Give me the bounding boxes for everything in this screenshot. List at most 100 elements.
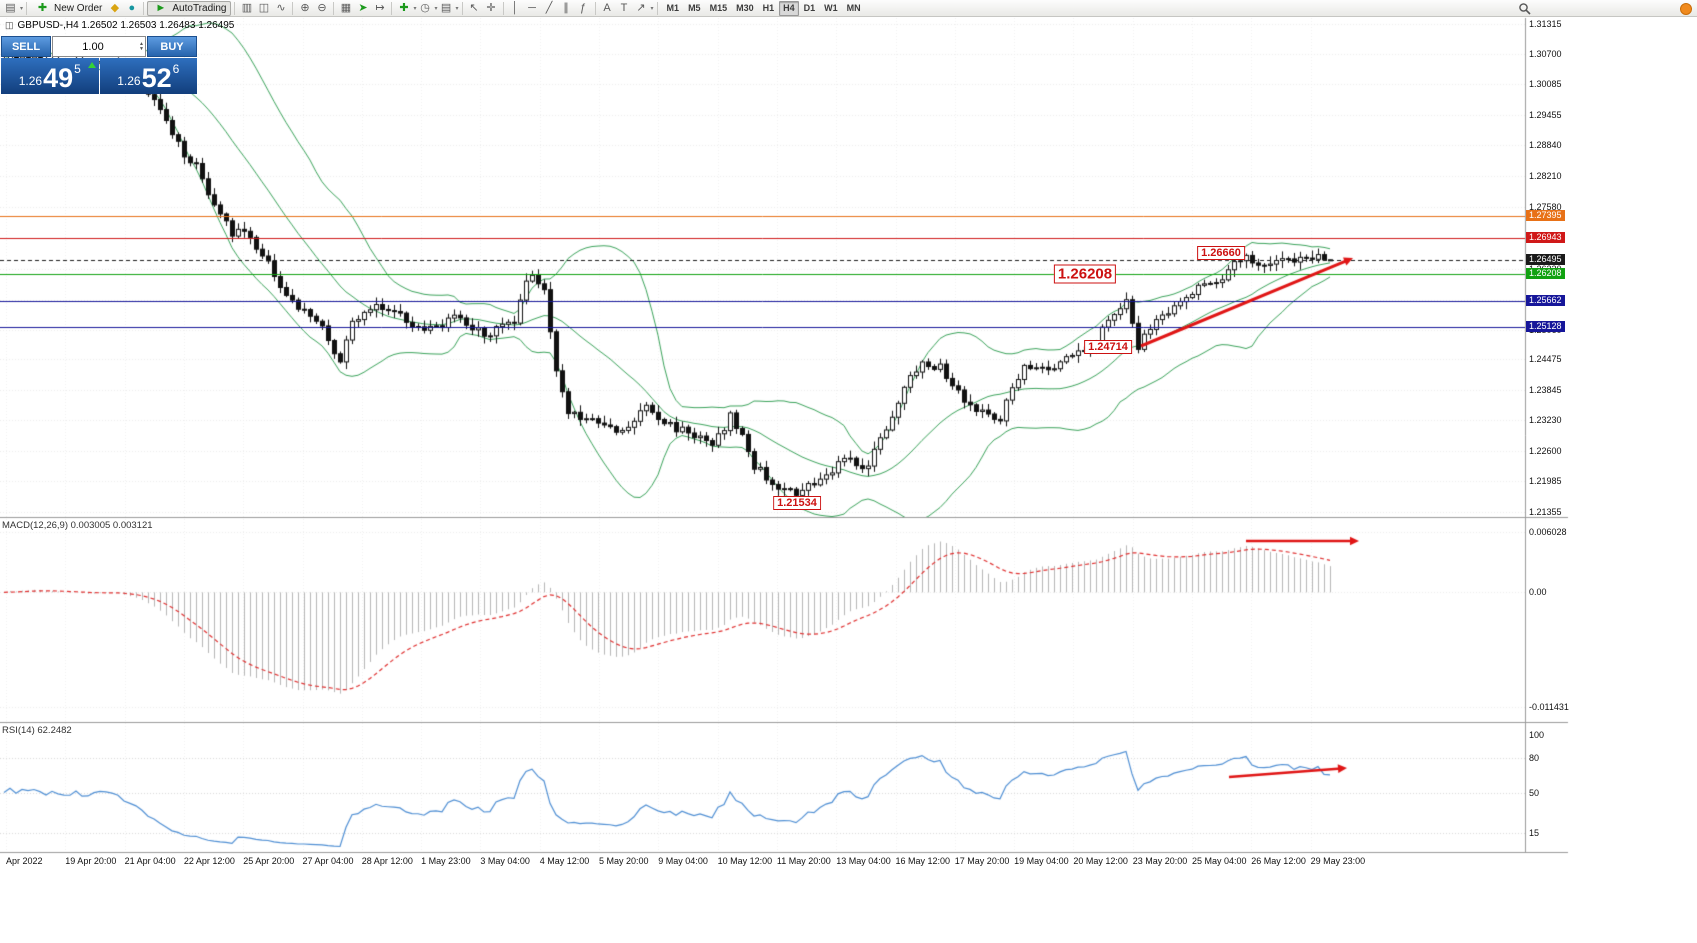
- time-axis-label: 20 May 12:00: [1073, 856, 1128, 866]
- time-axis-label: 19 May 04:00: [1014, 856, 1069, 866]
- line-chart-icon[interactable]: ∿: [276, 1, 286, 14]
- time-axis-label: 21 Apr 04:00: [124, 856, 176, 866]
- autotrading-play-icon: ►: [155, 1, 167, 14]
- indicators-caret-icon[interactable]: ▾: [413, 5, 417, 12]
- timeframe-mn-button[interactable]: MN: [846, 3, 861, 13]
- time-axis-label: 25 Apr 20:00: [243, 856, 295, 866]
- templates-icon[interactable]: ▤: [440, 1, 452, 14]
- price-axis-tick-label: 1.23230: [1529, 415, 1562, 426]
- search-icon[interactable]: [1516, 1, 1533, 16]
- volume-up-icon[interactable]: ▲: [139, 41, 144, 47]
- toolbar-separator: [26, 1, 28, 15]
- crosshair-icon[interactable]: ✛: [486, 1, 496, 14]
- timeframe-m5-button[interactable]: M5: [688, 3, 701, 13]
- volume-down-icon[interactable]: ▼: [139, 46, 144, 52]
- symbol-ohlc-text: GBPUSD-,H4 1.26502 1.26503 1.26483 1.264…: [17, 20, 235, 31]
- rsi-axis-tick-label: 15: [1529, 827, 1540, 838]
- arrows-tool-caret-icon[interactable]: ▾: [650, 5, 654, 12]
- time-axis-label: 5 May 20:00: [599, 856, 649, 866]
- timeframe-m1-button[interactable]: M1: [666, 3, 680, 13]
- timeframe-h4-button[interactable]: H4: [779, 0, 799, 16]
- chart-shift-icon[interactable]: ↦: [375, 1, 385, 14]
- toolbar-separator: [461, 1, 463, 15]
- buy-button[interactable]: BUY: [147, 36, 197, 57]
- sell-price-display[interactable]: 1.26 49 5: [1, 58, 99, 94]
- buy-price-sup: 6: [172, 62, 180, 76]
- price-axis-tick-label: 1.27580: [1529, 202, 1562, 212]
- timeframe-m15-button[interactable]: M15: [709, 3, 728, 13]
- templates-caret-icon[interactable]: ▾: [455, 5, 459, 12]
- rsi-axis-tick-label: 100: [1529, 729, 1545, 740]
- time-axis-label: 26 May 12:00: [1251, 856, 1306, 866]
- horizontal-line-icon[interactable]: ─: [528, 1, 536, 14]
- price-annotation[interactable]: 1.24714: [1084, 340, 1132, 354]
- time-axis-label: 10 May 12:00: [717, 856, 773, 866]
- community-icon[interactable]: ●: [128, 1, 136, 14]
- toolbar: ▤ ▾ ✚ New Order ◆ ● ► AutoTrading ▥ ◫ ∿ …: [0, 0, 1697, 17]
- toolbar-separator: [656, 1, 658, 15]
- autotrading-button[interactable]: ► AutoTrading: [147, 0, 232, 16]
- sell-price-prefix: 1.26: [18, 74, 43, 88]
- price-tag: 1.25128: [1526, 321, 1565, 333]
- equidistant-channel-icon[interactable]: ∥: [563, 1, 569, 14]
- zoom-out-icon[interactable]: ⊖: [317, 1, 327, 14]
- toolbar-separator: [292, 1, 294, 15]
- trendline-icon[interactable]: ╱: [545, 1, 553, 14]
- autoscroll-icon[interactable]: ➤: [358, 1, 368, 14]
- sell-button[interactable]: SELL: [1, 36, 51, 57]
- time-axis-label: 3 May 04:00: [480, 856, 530, 866]
- text-icon[interactable]: A: [603, 1, 611, 14]
- price-axis-tick-label: 1.23845: [1529, 385, 1562, 395]
- macd-indicator-label: MACD(12,26,9) 0.003005 0.003121: [2, 520, 153, 531]
- new-chart-caret-icon[interactable]: ▾: [20, 5, 24, 12]
- price-annotation[interactable]: 1.26208: [1053, 264, 1117, 284]
- toolbar-separator: [391, 1, 393, 15]
- toolbar-separator: [333, 1, 335, 15]
- vertical-line-icon[interactable]: │: [511, 1, 519, 14]
- indicators-icon[interactable]: ✚: [399, 1, 409, 14]
- buy-price-display[interactable]: 1.26 52 6: [99, 58, 197, 94]
- price-axis-tick-label: 1.28840: [1529, 140, 1562, 151]
- new-order-label: New Order: [54, 2, 103, 14]
- bar-chart-icon[interactable]: ▥: [241, 1, 253, 14]
- candlestick-chart-icon[interactable]: ◫: [258, 1, 270, 14]
- zoom-in-icon[interactable]: ⊕: [300, 1, 310, 14]
- price-axis-tick-label: 1.24475: [1529, 354, 1562, 365]
- arrows-tool-icon[interactable]: ↗: [636, 1, 646, 14]
- new-chart-icon[interactable]: ▤: [5, 1, 16, 14]
- price-tag: 1.25662: [1526, 294, 1565, 306]
- timeframe-d1-button[interactable]: D1: [803, 3, 816, 13]
- text-label-icon[interactable]: T: [620, 1, 628, 14]
- time-axis-label: 27 Apr 04:00: [302, 856, 354, 866]
- time-axis-label: 29 May 23:00: [1310, 856, 1366, 866]
- timeframe-h1-button[interactable]: H1: [762, 3, 775, 13]
- timeframe-w1-button[interactable]: W1: [824, 3, 838, 13]
- time-axis-label: 13 May 04:00: [836, 856, 891, 866]
- price-up-tick-icon: [87, 62, 96, 68]
- grid-icon[interactable]: ▦: [340, 1, 352, 14]
- price-axis-tick-label: 1.22600: [1529, 446, 1562, 456]
- volume-spinner[interactable]: ▲ ▼: [139, 38, 144, 55]
- price-annotation[interactable]: 1.21534: [773, 496, 821, 510]
- toolbar-separator: [502, 1, 504, 15]
- cursor-icon[interactable]: ↖: [469, 1, 479, 14]
- fibonacci-icon[interactable]: ƒ: [579, 1, 587, 14]
- timeframe-m30-button[interactable]: M30: [736, 3, 754, 13]
- price-tag: 1.26208: [1526, 268, 1565, 280]
- volume-input[interactable]: [53, 40, 145, 53]
- price-axis-tick-label: 1.21985: [1529, 476, 1562, 487]
- timeframe-toolbar: M1 M5 M15 M30 H1 H4 D1 W1 MN: [663, 0, 865, 16]
- notification-icon[interactable]: [1680, 3, 1692, 15]
- time-axis-label: 4 May 12:00: [539, 856, 590, 866]
- rsi-axis-tick-label: 80: [1529, 752, 1540, 763]
- new-order-button[interactable]: ✚ New Order: [30, 1, 106, 16]
- periods-icon[interactable]: ◷: [420, 1, 430, 14]
- metaeditor-icon[interactable]: ◆: [110, 1, 120, 14]
- time-axis-label: 9 May 04:00: [658, 856, 708, 866]
- price-annotation[interactable]: 1.26660: [1197, 246, 1245, 260]
- periods-caret-icon[interactable]: ▾: [434, 5, 438, 12]
- sell-price-big: 49: [43, 63, 74, 93]
- volume-field[interactable]: ▲ ▼: [52, 36, 146, 57]
